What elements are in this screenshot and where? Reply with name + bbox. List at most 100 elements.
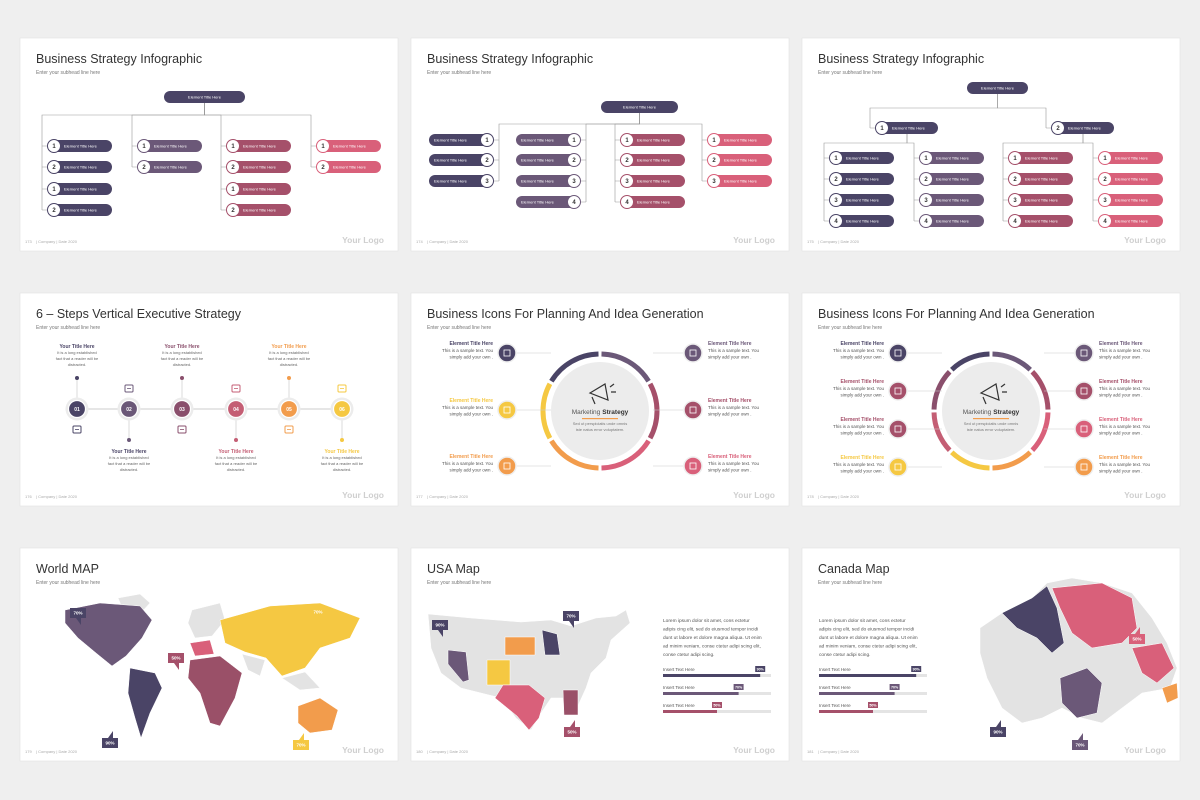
node-number-badge bbox=[829, 214, 843, 228]
map-region bbox=[427, 609, 631, 731]
callout-pointer bbox=[996, 720, 1001, 727]
step-title: Your Title Here bbox=[218, 449, 253, 455]
node-label: Element Title Here bbox=[1115, 218, 1149, 223]
slide: Business Icons For Planning And Idea Gen… bbox=[410, 292, 790, 507]
node-pill bbox=[1009, 194, 1073, 206]
connector bbox=[639, 113, 708, 182]
item-title: Element Title Here bbox=[840, 341, 884, 347]
node-number-badge bbox=[919, 193, 933, 207]
bar-tag bbox=[712, 702, 722, 708]
item-text: simply add your own . bbox=[1099, 355, 1143, 360]
item-icon bbox=[497, 400, 517, 420]
map-region bbox=[486, 659, 511, 686]
page-number: 179 bbox=[25, 749, 32, 754]
bar-value-label: 50% bbox=[713, 703, 721, 707]
node-number: 1 bbox=[231, 187, 235, 193]
node-label: Element Title Here bbox=[892, 125, 926, 130]
node-pill bbox=[516, 154, 580, 166]
paragraph-line: adipis cing elit, sed do eiusmod tempor … bbox=[819, 627, 914, 633]
bar-label: Insert Text Here bbox=[819, 685, 851, 690]
node-label: Element Title Here bbox=[724, 137, 758, 142]
step-number: 02 bbox=[126, 407, 132, 413]
bar-fill bbox=[663, 692, 739, 695]
step-dot bbox=[180, 376, 184, 380]
node-number: 2 bbox=[712, 158, 716, 164]
page-number: 180 bbox=[416, 749, 423, 754]
callout-pointer bbox=[316, 617, 321, 624]
bar-label: Insert Text Here bbox=[819, 667, 851, 672]
node-label: Element Title Here bbox=[936, 197, 970, 202]
node-pill bbox=[516, 175, 580, 187]
node-label: Element Title Here bbox=[936, 218, 970, 223]
item-icon bbox=[683, 343, 703, 363]
node-label: Element Title Here bbox=[623, 104, 657, 109]
node-number-badge bbox=[316, 160, 330, 174]
node-pill bbox=[708, 154, 772, 166]
node-pill bbox=[516, 196, 580, 208]
center-text: iste natus error voluptatem. bbox=[576, 427, 624, 432]
slide-title: Business Icons For Planning And Idea Gen… bbox=[818, 307, 1095, 321]
item-text: This is a sample text. You bbox=[442, 348, 494, 353]
step-text: fact that a reader will be bbox=[56, 356, 99, 361]
node-label: Element Title Here bbox=[1115, 176, 1149, 181]
node-number-badge bbox=[226, 203, 240, 217]
slide: Business Strategy Infographic Enter your … bbox=[801, 37, 1181, 252]
node-pill bbox=[429, 134, 493, 146]
connector bbox=[1002, 134, 1084, 222]
item-icon-glyph bbox=[503, 349, 511, 357]
callout-box bbox=[1072, 740, 1088, 750]
slide-title: 6 – Steps Vertical Executive Strategy bbox=[36, 307, 242, 321]
connector bbox=[906, 134, 920, 222]
item-text: simply add your own . bbox=[840, 393, 884, 398]
footer: | Company | Date 2020 bbox=[818, 239, 860, 244]
node-pill bbox=[920, 215, 984, 227]
item-icon-glyph bbox=[503, 406, 511, 414]
bar-tag bbox=[755, 666, 766, 672]
node-label: Element Title Here bbox=[333, 164, 367, 169]
item-icon-glyph bbox=[1080, 349, 1088, 357]
node-number-badge bbox=[1008, 193, 1022, 207]
item-text: This is a sample text. You bbox=[833, 386, 885, 391]
connector bbox=[41, 103, 205, 211]
node-label: Element Title Here bbox=[1068, 125, 1102, 130]
step-title: Your Title Here bbox=[111, 449, 146, 455]
logo: Your Logo bbox=[342, 235, 384, 245]
map-region bbox=[219, 602, 361, 677]
node-pill bbox=[1099, 215, 1163, 227]
subhead: Enter your subhead line here bbox=[36, 70, 100, 76]
node-label: Element Title Here bbox=[637, 199, 671, 204]
callout-box bbox=[432, 620, 448, 630]
node-number: 4 bbox=[572, 200, 576, 206]
center-title-b: Strategy bbox=[993, 409, 1019, 416]
node-number-badge bbox=[480, 133, 494, 147]
ring-segment bbox=[992, 351, 1032, 372]
item-text: This is a sample text. You bbox=[1099, 424, 1151, 429]
node-label: Element Title Here bbox=[154, 164, 188, 169]
callout-box bbox=[564, 727, 580, 737]
item-text: simply add your own . bbox=[708, 412, 752, 417]
step-circle bbox=[172, 399, 192, 419]
callout-box bbox=[310, 607, 326, 617]
item-icon bbox=[888, 457, 908, 477]
ring-segment bbox=[540, 382, 553, 440]
node-label: Element Title Here bbox=[637, 178, 671, 183]
node-number-badge bbox=[137, 160, 151, 174]
bar-label: Insert Text Here bbox=[663, 685, 695, 690]
step-title: Your Title Here bbox=[271, 344, 306, 350]
step-icon bbox=[177, 425, 187, 434]
step-dot bbox=[340, 438, 344, 442]
logo: Your Logo bbox=[342, 490, 384, 500]
item-title: Element Title Here bbox=[708, 398, 752, 404]
callout-pointer bbox=[1135, 627, 1140, 634]
step-icon bbox=[72, 425, 82, 434]
node-number-badge bbox=[47, 139, 61, 153]
bar-fill bbox=[663, 674, 761, 677]
step-title: Your Title Here bbox=[59, 344, 94, 350]
item-text: This is a sample text. You bbox=[833, 462, 885, 467]
node-label: Element Title Here bbox=[64, 186, 98, 191]
callout-pointer bbox=[570, 720, 575, 727]
node-pill bbox=[48, 140, 112, 152]
center-title: Marketing Strategy bbox=[963, 409, 1020, 416]
page-number: 174 bbox=[416, 239, 423, 244]
node-number: 2 bbox=[231, 165, 235, 171]
